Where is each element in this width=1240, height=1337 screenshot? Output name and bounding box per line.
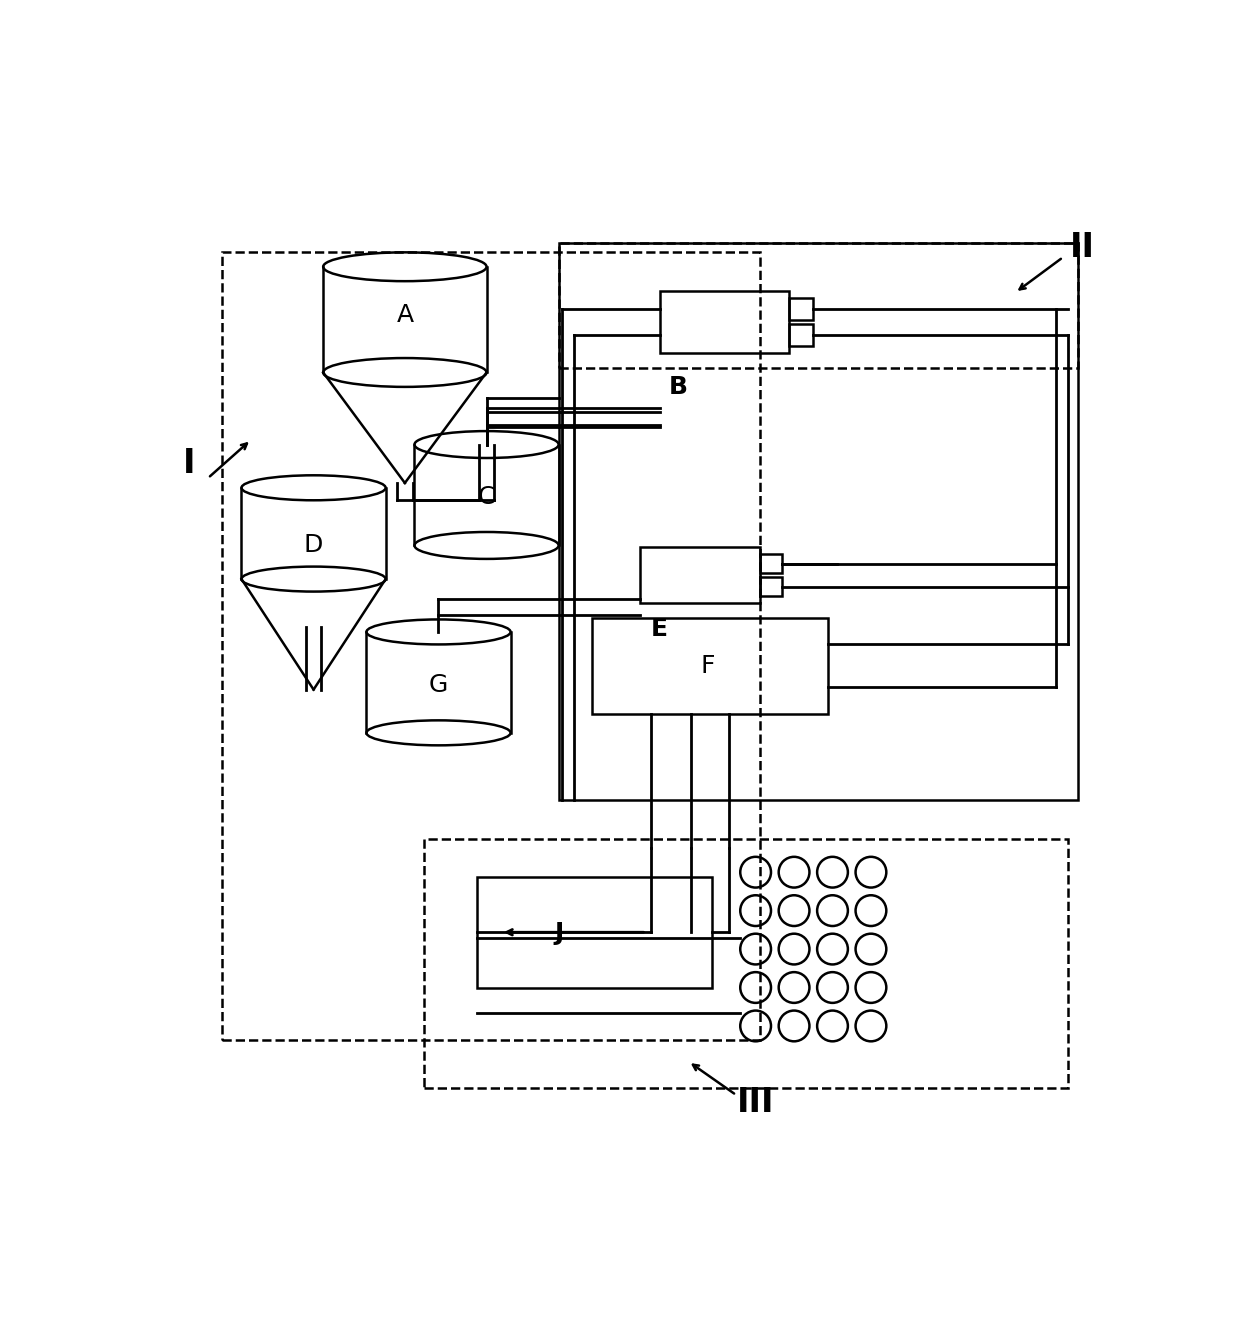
Text: G: G — [429, 673, 448, 697]
Text: E: E — [651, 618, 668, 640]
Text: B: B — [670, 374, 688, 398]
Text: A: A — [397, 302, 413, 326]
Bar — [789, 298, 813, 320]
Bar — [222, 253, 760, 1040]
Text: I: I — [182, 448, 195, 480]
Bar — [760, 578, 781, 596]
Text: F: F — [701, 654, 714, 678]
Text: C: C — [477, 485, 495, 509]
Bar — [477, 877, 713, 988]
Bar — [640, 547, 760, 603]
Bar — [789, 325, 813, 345]
Text: D: D — [304, 533, 324, 558]
Bar — [558, 243, 1078, 800]
Text: J: J — [554, 921, 563, 945]
Bar — [593, 618, 828, 714]
Bar — [424, 838, 1068, 1088]
Bar — [558, 243, 1078, 368]
Bar — [660, 290, 790, 353]
Bar — [760, 554, 781, 574]
Text: III: III — [737, 1087, 774, 1119]
Text: II: II — [1070, 231, 1095, 263]
